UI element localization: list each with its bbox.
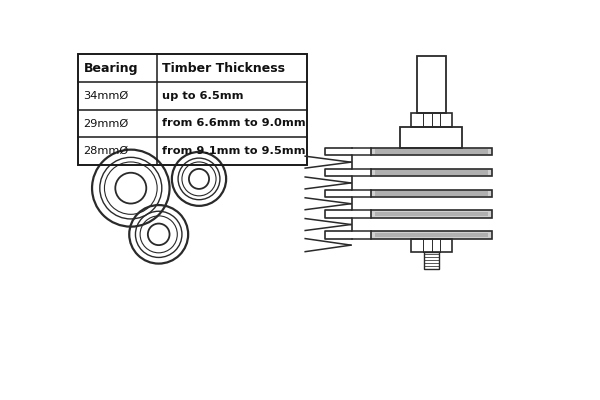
Text: from 9.1mm to 9.5mm: from 9.1mm to 9.5mm (163, 146, 306, 156)
Text: 34mmØ: 34mmØ (83, 91, 129, 101)
Bar (376, 170, 488, 175)
Text: from 6.6mm to 9.0mm: from 6.6mm to 9.0mm (163, 118, 306, 128)
Bar (412, 114, 452, 126)
Bar (371, 169, 491, 176)
Bar (376, 212, 488, 216)
Bar (371, 190, 491, 197)
Bar (376, 150, 488, 154)
Bar (376, 191, 488, 196)
Bar (417, 56, 446, 114)
Text: 29mmØ: 29mmØ (83, 118, 129, 128)
Bar (371, 231, 491, 238)
Bar (371, 210, 491, 218)
Text: up to 6.5mm: up to 6.5mm (163, 91, 244, 101)
Text: Timber Thickness: Timber Thickness (163, 62, 286, 74)
Bar (371, 148, 491, 156)
Bar (78, 54, 307, 165)
Bar (412, 238, 452, 252)
Bar (424, 252, 439, 269)
Bar (401, 126, 463, 148)
Text: 28mmØ: 28mmØ (83, 146, 129, 156)
Text: Bearing: Bearing (83, 62, 138, 74)
Bar (376, 233, 488, 237)
